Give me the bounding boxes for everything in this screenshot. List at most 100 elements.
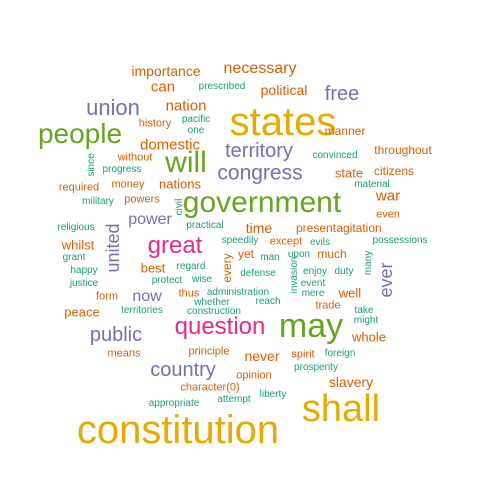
word: attempt bbox=[217, 394, 251, 405]
word: united bbox=[103, 223, 123, 273]
word: importance bbox=[131, 63, 201, 79]
word: take bbox=[354, 305, 374, 316]
word: pacific bbox=[181, 114, 211, 125]
word: trade bbox=[315, 299, 341, 312]
word: shall bbox=[301, 388, 381, 430]
word: religious bbox=[57, 222, 95, 233]
word: ever bbox=[376, 262, 396, 298]
word: war bbox=[375, 187, 401, 205]
word: foreign bbox=[324, 348, 356, 359]
word: practical bbox=[186, 220, 224, 231]
word: slavery bbox=[328, 374, 374, 390]
word: territory bbox=[225, 140, 293, 162]
word: evils bbox=[309, 237, 331, 248]
word: wise bbox=[191, 274, 213, 285]
word: best bbox=[140, 260, 166, 276]
word: history bbox=[138, 117, 172, 130]
word: whole bbox=[352, 329, 386, 345]
word: time bbox=[245, 220, 273, 236]
word: justice bbox=[69, 278, 99, 289]
word: free bbox=[324, 83, 360, 105]
word: prosperity bbox=[294, 362, 338, 373]
word: money bbox=[111, 178, 145, 191]
word: military bbox=[82, 196, 114, 207]
word: country bbox=[150, 359, 216, 381]
word: domestic bbox=[139, 136, 201, 154]
word: nations bbox=[159, 176, 201, 192]
word: whether bbox=[194, 297, 230, 308]
word: will bbox=[165, 146, 207, 179]
word: construction bbox=[187, 306, 241, 317]
word: great bbox=[147, 232, 203, 259]
word: enjoy bbox=[303, 266, 327, 277]
word: one bbox=[187, 125, 205, 136]
word: territories bbox=[121, 305, 163, 316]
word: spirit bbox=[291, 348, 315, 361]
word: possessions bbox=[372, 235, 428, 246]
word: required bbox=[58, 181, 100, 194]
word: happy bbox=[70, 265, 98, 276]
word: liberty bbox=[259, 389, 287, 400]
word: present bbox=[295, 221, 337, 235]
word: mere bbox=[301, 288, 325, 299]
word: can bbox=[150, 78, 176, 96]
word: much bbox=[317, 247, 347, 261]
word: whilst bbox=[61, 237, 95, 253]
word: civil bbox=[174, 198, 185, 216]
word: government bbox=[182, 186, 342, 219]
word: powers bbox=[124, 193, 160, 206]
word: throughout bbox=[374, 143, 432, 157]
word: character(0) bbox=[180, 381, 240, 394]
word: administration bbox=[206, 287, 270, 298]
word: speedily bbox=[221, 235, 259, 246]
word: principle bbox=[188, 345, 230, 358]
word: upon bbox=[287, 249, 311, 260]
word: convinced bbox=[312, 150, 358, 161]
word: may bbox=[278, 307, 344, 345]
word: constitution bbox=[76, 408, 280, 452]
word: citizens bbox=[373, 164, 415, 178]
word: peace bbox=[64, 304, 100, 320]
word: union bbox=[86, 95, 140, 120]
word: event bbox=[300, 278, 326, 289]
word: grant bbox=[62, 252, 86, 263]
word: protect bbox=[151, 275, 183, 286]
word: means bbox=[107, 347, 141, 360]
word: state bbox=[334, 165, 364, 181]
word: power bbox=[128, 211, 172, 228]
word: duty bbox=[334, 266, 354, 277]
word: even bbox=[376, 208, 400, 221]
word: might bbox=[353, 315, 379, 326]
word: people bbox=[37, 118, 123, 149]
word: thus bbox=[178, 287, 200, 300]
word: regard bbox=[176, 261, 206, 272]
word: now bbox=[132, 288, 162, 305]
word: progress bbox=[102, 164, 142, 175]
word: yet bbox=[237, 247, 255, 261]
word: invasion bbox=[289, 256, 300, 294]
word: man bbox=[260, 252, 280, 263]
word: manner bbox=[324, 124, 366, 138]
word: form bbox=[96, 290, 118, 303]
word: defense bbox=[240, 268, 276, 279]
word: nation bbox=[165, 97, 207, 115]
word: since bbox=[86, 153, 97, 177]
word: material bbox=[354, 179, 390, 190]
word: political bbox=[260, 82, 308, 98]
word: well bbox=[338, 285, 362, 301]
word: states bbox=[229, 100, 337, 144]
word: question bbox=[174, 313, 266, 340]
word: appropriate bbox=[148, 398, 200, 409]
word: agitation bbox=[336, 221, 382, 235]
word: except bbox=[269, 235, 303, 248]
word: public bbox=[89, 324, 143, 346]
word: reach bbox=[255, 296, 281, 307]
word: every bbox=[220, 253, 234, 283]
word: necessary bbox=[223, 60, 297, 77]
word: congress bbox=[217, 161, 303, 185]
word: never bbox=[244, 348, 280, 364]
word: prescribed bbox=[198, 81, 246, 92]
word: without bbox=[117, 151, 153, 164]
word: opinion bbox=[236, 369, 272, 382]
